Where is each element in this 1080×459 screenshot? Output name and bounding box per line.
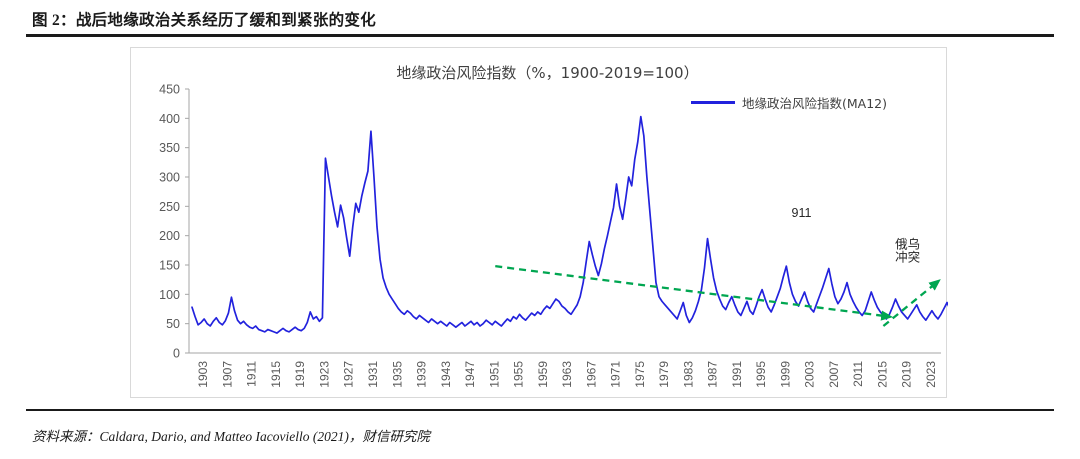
chart-container: 地缘政治风险指数（%，1900-2019=100） 地缘政治风险指数(MA12)…	[130, 47, 948, 398]
x-axis-tick-label: 2011	[851, 361, 865, 387]
figure-title: 图 2：战后地缘政治关系经历了缓和到紧张的变化	[32, 12, 377, 29]
y-axis-tick-label: 150	[159, 259, 180, 273]
x-axis-tick-label: 1971	[609, 361, 623, 388]
x-axis-tick-label: 1947	[463, 361, 477, 388]
x-axis-tick-label: 1935	[390, 361, 404, 388]
y-axis-tick-label: 200	[159, 229, 180, 243]
annotation-russia-ukraine-2: 冲突	[895, 249, 920, 264]
x-axis-tick-label: 1959	[536, 361, 550, 388]
annotation-911: 911	[792, 206, 812, 220]
y-axis-tick-label: 300	[159, 171, 180, 185]
x-axis-tick-label: 1915	[269, 361, 283, 388]
trendline-detente-declining-trend	[495, 265, 894, 321]
x-axis-tick-label: 1951	[487, 361, 501, 388]
x-axis-tick-label: 2015	[875, 361, 889, 388]
x-axis-tick-label: 1987	[706, 361, 720, 388]
y-axis-tick-label: 450	[159, 83, 180, 97]
x-axis-tick-label: 1999	[778, 361, 792, 388]
x-axis-tick-label: 1979	[657, 361, 671, 388]
legend-swatch-icon	[691, 101, 735, 104]
x-axis-tick-label: 1983	[681, 361, 695, 388]
x-axis-tick-label: 2007	[827, 361, 841, 388]
trendline-tension-rising-trend	[882, 279, 941, 327]
chart-title: 地缘政治风险指数（%，1900-2019=100）	[396, 64, 699, 82]
x-axis-tick-label: 1963	[560, 361, 574, 388]
x-axis-tick-label: 2023	[924, 361, 938, 388]
y-axis-tick-label: 0	[173, 347, 180, 361]
x-axis-tick-label: 1975	[633, 361, 647, 388]
x-axis-tick-label: 1967	[584, 361, 598, 388]
y-axis-tick-label: 400	[159, 112, 180, 126]
y-axis-tick-label: 350	[159, 141, 180, 155]
x-axis-tick-label: 2019	[900, 361, 914, 388]
x-axis-tick-label: 2003	[803, 361, 817, 388]
x-axis-tick-label: 1903	[196, 361, 210, 388]
x-axis-tick-label: 1907	[220, 361, 234, 388]
x-axis-tick-label: 1919	[293, 361, 307, 388]
x-axis-tick-label: 1931	[366, 361, 380, 388]
x-axis-tick-label: 1955	[512, 361, 526, 388]
header-divider	[26, 34, 1054, 37]
source-note: 资料来源：Caldara, Dario, and Matteo Iacoviel…	[32, 429, 430, 444]
x-axis-tick-label: 1939	[415, 361, 429, 388]
x-axis-tick-label: 1943	[439, 361, 453, 388]
legend-label: 地缘政治风险指数(MA12)	[742, 96, 887, 111]
x-axis-tick-label: 1911	[245, 361, 259, 387]
y-axis-tick-label: 100	[159, 288, 180, 302]
x-axis-tick-label: 1927	[342, 361, 356, 388]
x-axis-tick-label: 1991	[730, 361, 744, 388]
y-axis-tick-label: 50	[166, 317, 180, 331]
footer-divider	[26, 409, 1054, 411]
annotation-russia-ukraine: 俄乌	[895, 237, 920, 252]
y-axis-tick-label: 250	[159, 200, 180, 214]
series-line-gpr-ma12	[191, 115, 948, 334]
chart-legend: 地缘政治风险指数(MA12)	[691, 93, 887, 112]
x-axis-tick-label: 1923	[317, 361, 331, 388]
x-axis-tick-label: 1995	[754, 361, 768, 388]
chart-plot-area: 0 50 100 150 200 250 300 350 400 450 1903 1907 1911 1…	[159, 83, 948, 388]
